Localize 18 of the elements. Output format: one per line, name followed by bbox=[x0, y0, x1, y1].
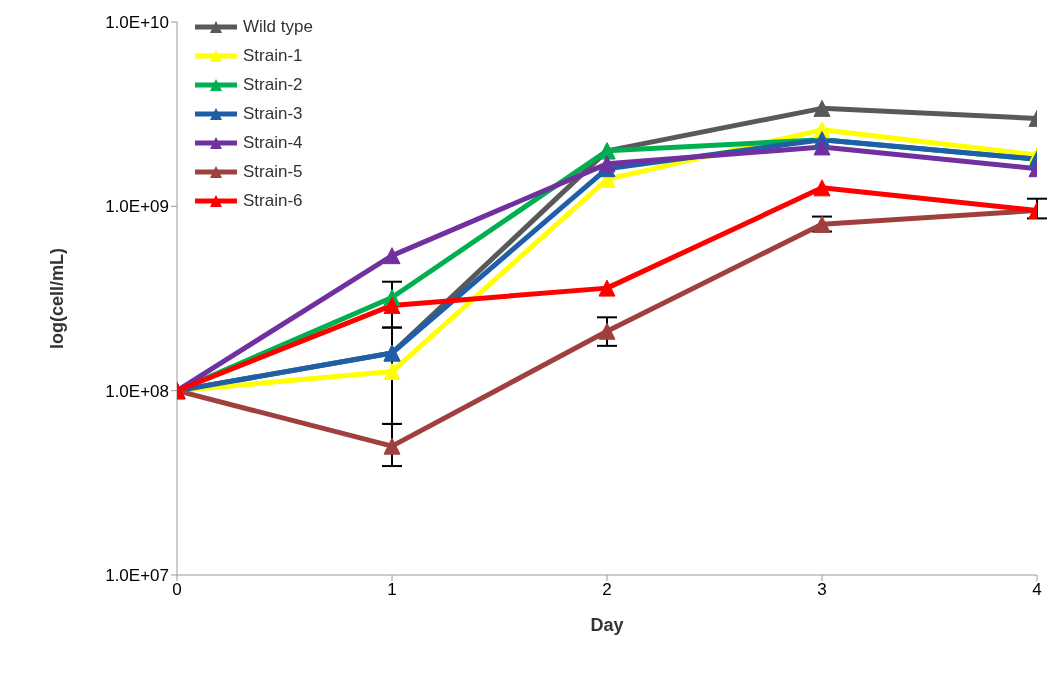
x-tick-label: 3 bbox=[817, 580, 827, 600]
y-tick-label: 1.0E+07 bbox=[105, 566, 169, 586]
x-tick-label: 0 bbox=[172, 580, 182, 600]
legend-label: Strain-6 bbox=[243, 190, 303, 212]
y-tick-label: 1.0E+08 bbox=[105, 381, 169, 401]
x-tick-label: 2 bbox=[602, 580, 612, 600]
y-axis-title: log(cell/mL) bbox=[47, 247, 68, 350]
legend-label: Strain-5 bbox=[243, 161, 303, 183]
y-tick-label: 1.0E+10 bbox=[105, 13, 169, 33]
y-tick-label: 1.0E+09 bbox=[105, 197, 169, 217]
legend-label: Strain-4 bbox=[243, 132, 303, 154]
x-tick-label: 4 bbox=[1032, 580, 1042, 600]
legend-label: Strain-1 bbox=[243, 45, 303, 67]
x-axis-title: Day bbox=[590, 615, 624, 635]
legend-label: Strain-3 bbox=[243, 103, 303, 125]
legend-label: Wild type bbox=[243, 16, 313, 38]
legend-label: Strain-2 bbox=[243, 74, 303, 96]
x-tick-label: 1 bbox=[387, 580, 397, 600]
